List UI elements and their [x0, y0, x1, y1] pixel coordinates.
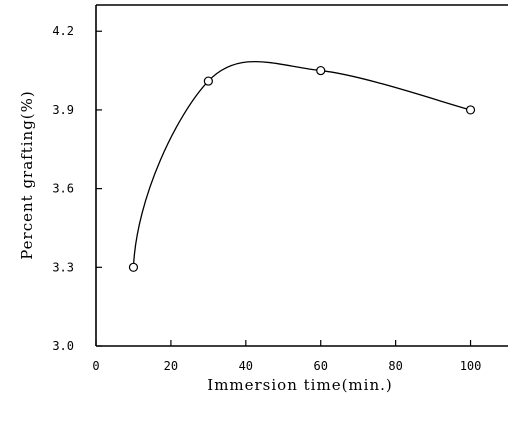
x-tick-label: 80	[388, 359, 402, 373]
x-tick-label: 20	[164, 359, 178, 373]
y-tick-label: 4.2	[52, 24, 74, 38]
x-tick-label: 0	[92, 359, 99, 373]
plot-frame	[95, 4, 508, 347]
data-point-marker	[465, 105, 476, 115]
series-curve	[132, 61, 471, 268]
y-tick-label: 3.0	[52, 339, 74, 353]
x-tick-label: 60	[314, 359, 328, 373]
data-markers	[128, 65, 476, 272]
y-tick-label: 3.3	[52, 260, 74, 274]
x-axis-title: Immersion time(min.)	[207, 376, 392, 394]
data-point-marker	[128, 262, 139, 272]
x-tick-label: 100	[460, 359, 482, 373]
y-tick-label: 3.6	[52, 182, 74, 196]
x-axis-ticks: 0 20 40 60 80 100	[92, 340, 481, 373]
data-point-marker	[203, 76, 213, 86]
x-tick-label: 40	[239, 359, 253, 373]
y-axis-title: Percent grafting(%)	[18, 90, 36, 260]
data-point-marker	[316, 65, 326, 76]
y-tick-label: 3.9	[52, 103, 74, 117]
y-axis-ticks: 3.0 3.3 3.6 3.9 4.2	[52, 24, 102, 353]
